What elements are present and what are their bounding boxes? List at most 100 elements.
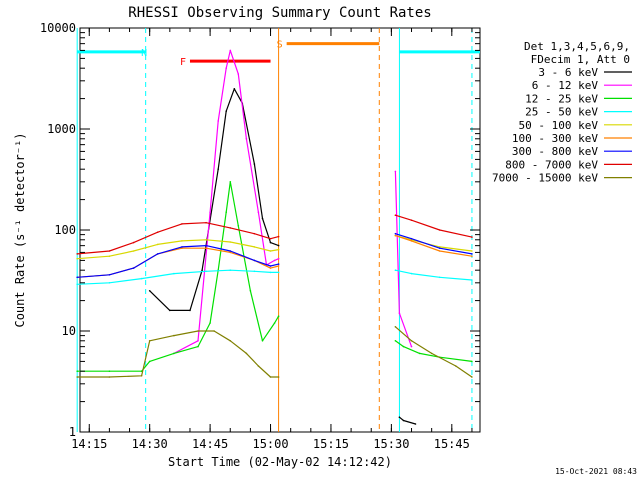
series-7-point-8 — [269, 237, 272, 240]
footer-date: 15-Oct-2021 08:43 — [555, 467, 637, 476]
series-1-point-17 — [394, 170, 397, 173]
series-6-point-2 — [132, 267, 135, 269]
legend-label-0: 3 - 6 keV — [538, 66, 598, 79]
series-7-point-5 — [205, 221, 207, 224]
series-3-point-5 — [229, 269, 232, 272]
series-5-point-11 — [394, 234, 397, 237]
series-3-point-12 — [438, 276, 441, 279]
series-1-point-10 — [237, 73, 240, 75]
x-axis-ticks: 14:15 14:30 14:45 15:00 15:15 15:30 15:45 — [71, 28, 473, 451]
x-tick-label-2: 14:45 — [192, 437, 228, 451]
series-2-point-20 — [471, 360, 473, 363]
series-6-point-1 — [108, 274, 111, 276]
series-0-point-20 — [414, 423, 417, 425]
series-3-point-6 — [253, 270, 256, 273]
series-2-point-14 — [277, 315, 280, 318]
y-tick-label-2: 100 — [54, 223, 76, 237]
series-0-point-4 — [148, 290, 151, 292]
series-6-point-12 — [410, 237, 413, 240]
legend-label-3: 25 - 50 keV — [525, 106, 598, 119]
series-0-point-13 — [261, 217, 264, 220]
legend-label-4: 50 - 100 keV — [519, 119, 599, 132]
flag-label-n: N — [141, 48, 147, 59]
series-1-point-9 — [229, 49, 232, 52]
series-line-0 — [149, 88, 416, 425]
series-2-point-0 — [76, 370, 78, 373]
legend-label-8: 7000 - 15000 keV — [492, 172, 598, 185]
series-2-point-8 — [225, 211, 227, 213]
series-3-point-8 — [277, 271, 280, 274]
series-3-point-3 — [173, 272, 175, 275]
y-tick-label-1: 10 — [62, 324, 76, 338]
legend-label-6: 300 - 800 keV — [512, 145, 598, 158]
series-5-point-6 — [229, 251, 232, 254]
series-2-point-12 — [261, 340, 264, 342]
flag-label-s: S — [277, 40, 283, 51]
series-8-point-0 — [76, 376, 78, 378]
series-0-point-9 — [225, 110, 227, 112]
series-4-point-14 — [471, 250, 473, 252]
series-5-point-8 — [269, 267, 272, 269]
series-1-point-18 — [398, 312, 401, 315]
series-0-point-19 — [402, 419, 405, 422]
series-1-point-8 — [225, 67, 227, 69]
series-4-point-7 — [253, 246, 256, 248]
y-tick-label-4: 10000 — [40, 21, 76, 35]
x-tick-label-1: 14:30 — [132, 437, 168, 451]
legend-label-2: 12 - 25 keV — [525, 92, 598, 105]
series-8-point-15 — [430, 352, 433, 355]
series-2-point-13 — [273, 322, 276, 324]
series-4-point-6 — [229, 241, 232, 243]
series-5-point-14 — [471, 255, 473, 257]
series-line-8 — [77, 326, 473, 378]
series-line-7 — [77, 214, 473, 255]
series-line-6 — [77, 233, 473, 278]
series-8-point-1 — [108, 376, 111, 378]
series-7-point-7 — [253, 232, 256, 235]
series-3-point-7 — [269, 271, 272, 274]
series-0-point-5 — [169, 309, 171, 312]
series-8-point-11 — [277, 376, 280, 378]
series-2-point-5 — [197, 345, 199, 348]
series-4-point-13 — [438, 246, 441, 248]
series-2-point-16 — [394, 340, 397, 342]
series-1-point-15 — [277, 257, 280, 260]
series-3-point-4 — [205, 270, 207, 273]
series-4-point-1 — [108, 255, 111, 257]
flag-label-f: F — [180, 57, 186, 68]
series-8-point-13 — [394, 326, 397, 328]
series-6-point-5 — [205, 244, 207, 247]
series-1-point-5 — [197, 340, 199, 342]
series-3-point-0 — [76, 283, 78, 286]
series-line-3 — [77, 269, 472, 285]
series-3-point-1 — [108, 282, 111, 284]
series-1-point-14 — [273, 259, 276, 262]
series-4-point-8 — [269, 250, 272, 252]
series-8-point-8 — [245, 352, 248, 355]
series-1-point-19 — [410, 345, 413, 348]
series-2-point-3 — [148, 360, 151, 363]
series-lines — [76, 49, 473, 425]
series-3-point-10 — [394, 269, 397, 272]
series-line-1 — [173, 49, 413, 354]
series-8-point-7 — [229, 340, 232, 342]
x-tick-label-4: 15:15 — [313, 437, 349, 451]
series-8-point-3 — [148, 340, 151, 342]
series-7-point-2 — [132, 241, 135, 244]
series-0-point-18 — [398, 416, 401, 419]
series-6-point-6 — [229, 250, 232, 252]
x-tick-label-3: 15:00 — [252, 437, 288, 451]
series-6-point-13 — [438, 247, 441, 249]
legend: Det 1,3,4,5,6,9,FDecim 1, Att 03 - 6 keV… — [492, 40, 632, 185]
series-5-point-5 — [205, 247, 207, 249]
y-tick-label-3: 1000 — [47, 122, 76, 136]
series-1-point-6 — [209, 211, 211, 213]
series-4-point-9 — [277, 248, 280, 251]
series-line-2 — [77, 181, 472, 372]
x-tick-label-0: 14:15 — [71, 437, 107, 451]
series-5-point-4 — [181, 247, 183, 249]
series-2-point-6 — [209, 322, 211, 324]
series-7-point-3 — [156, 231, 159, 233]
series-2-point-18 — [418, 352, 421, 355]
series-1-point-11 — [245, 138, 248, 140]
